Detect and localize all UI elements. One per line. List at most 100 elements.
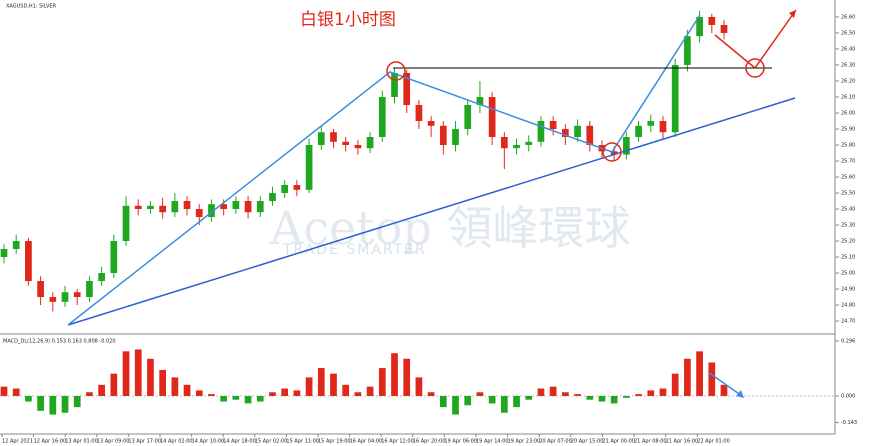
symbol-label: XAGUSD,H1: SILVER — [6, 4, 57, 10]
y-tick-label: 25.30 — [841, 223, 855, 229]
macd-bar — [98, 384, 105, 396]
macd-bar — [684, 358, 691, 396]
x-tick-label: 15 Apr 11:00 — [286, 439, 319, 445]
x-tick-label: 21 Apr 00:00 — [602, 439, 635, 445]
candle-body — [500, 136, 508, 149]
macd-bar — [183, 384, 191, 396]
candle-body — [391, 72, 398, 97]
macd-bar — [476, 392, 484, 396]
candle-body — [549, 120, 557, 129]
candle-body — [610, 151, 618, 155]
macd-bar — [439, 395, 447, 408]
macd-bar — [208, 394, 215, 396]
candle-body — [574, 125, 581, 137]
macd-bar — [220, 395, 228, 402]
x-tick-label: 21 Apr 16:00 — [666, 439, 699, 445]
candle-body — [73, 292, 81, 298]
macd-bar — [281, 388, 289, 396]
macd-bar — [110, 373, 118, 396]
candle-body — [342, 141, 350, 145]
candle-body — [317, 132, 325, 145]
y-tick-label: 25.90 — [841, 126, 855, 132]
macd-bar — [464, 395, 472, 406]
candle-body — [708, 16, 716, 25]
candle-body — [659, 120, 667, 133]
chart-title: 白银1小时图 — [300, 10, 396, 30]
macd-bar — [159, 369, 166, 396]
candle-body — [671, 64, 679, 133]
candle-body — [354, 144, 362, 149]
y-tick-label: 24.70 — [841, 319, 855, 325]
y-tick-label: 24.90 — [841, 287, 855, 293]
candle-body — [134, 205, 142, 210]
macd-bar — [671, 373, 679, 396]
candle-body — [61, 292, 69, 302]
arrow-head — [736, 390, 744, 398]
candle-body — [452, 128, 459, 145]
x-tick-label: 14 Apr 10:00 — [192, 439, 225, 445]
macd-bar — [305, 377, 313, 396]
candle-body — [562, 128, 569, 137]
x-tick-label: 12 Apr 16:00 — [34, 439, 67, 445]
circle-marker — [745, 58, 765, 78]
y-tick-label: 25.70 — [841, 158, 855, 164]
macd-bar — [562, 392, 569, 396]
y-tick-label: 25.50 — [841, 191, 855, 197]
candle-body — [37, 281, 44, 298]
candle-body — [415, 104, 423, 121]
y-tick-label: 26.20 — [841, 78, 855, 84]
indicator-label: MACD_DL(12,26,9) 0.153 0.163 0.808 -0.02… — [3, 339, 116, 345]
macd-bar — [513, 395, 520, 408]
macd-bar — [488, 395, 496, 404]
candle-body — [464, 104, 472, 129]
candle-body — [647, 120, 655, 126]
y-tick-label: 25.00 — [841, 271, 855, 277]
arrow-head — [789, 10, 796, 18]
watermark-sub: TRADE SMARTER — [282, 242, 427, 258]
marks — [0, 10, 835, 415]
macd-bar — [708, 362, 716, 396]
circle-marker — [386, 61, 406, 81]
macd-bar — [598, 395, 606, 402]
candle-body — [159, 205, 166, 213]
macd-bar — [195, 390, 203, 396]
y-tick-label: 26.40 — [841, 46, 855, 52]
macd-bar — [696, 351, 703, 396]
candle-body — [281, 185, 289, 194]
candle-body — [86, 281, 93, 298]
y-tick-label: 25.10 — [841, 255, 855, 261]
macd-bar — [171, 377, 179, 396]
candle-body — [49, 297, 57, 302]
candle-body — [98, 273, 105, 282]
candle-body — [12, 241, 20, 250]
candle-body — [403, 72, 411, 105]
forecast-arrow — [714, 9, 797, 70]
x-tick-label: 13 Apr 09:00 — [97, 439, 130, 445]
macd-bar — [49, 395, 57, 415]
x-tick-label: 12 Apr 2021 — [2, 439, 33, 445]
macd-bar — [500, 395, 508, 413]
candle-body — [476, 96, 484, 105]
candle-body — [684, 36, 691, 65]
y-tick-label: 25.40 — [841, 207, 855, 213]
y-tick-label: 26.60 — [841, 14, 855, 20]
macd-bar — [647, 390, 655, 396]
x-tick-label: 15 Apr 19:00 — [318, 439, 351, 445]
wave-line — [67, 14, 701, 326]
macd-bar — [12, 388, 20, 396]
y-tick-label: 26.50 — [841, 30, 855, 36]
x-tick-label: 16 Apr 20:00 — [413, 439, 446, 445]
candle-body — [25, 241, 32, 282]
macd-bar — [574, 394, 581, 396]
macd-bar — [427, 392, 435, 396]
candle-body — [0, 249, 8, 258]
candle-body — [244, 201, 252, 213]
candle-body — [110, 241, 118, 274]
watermark: Acetop 領峰環球 — [269, 201, 630, 255]
macd-bar — [37, 395, 44, 411]
y-tick-label: 26.30 — [841, 62, 855, 68]
candle-body — [427, 120, 435, 126]
candle-body — [195, 209, 203, 218]
macd-bar — [256, 395, 264, 402]
